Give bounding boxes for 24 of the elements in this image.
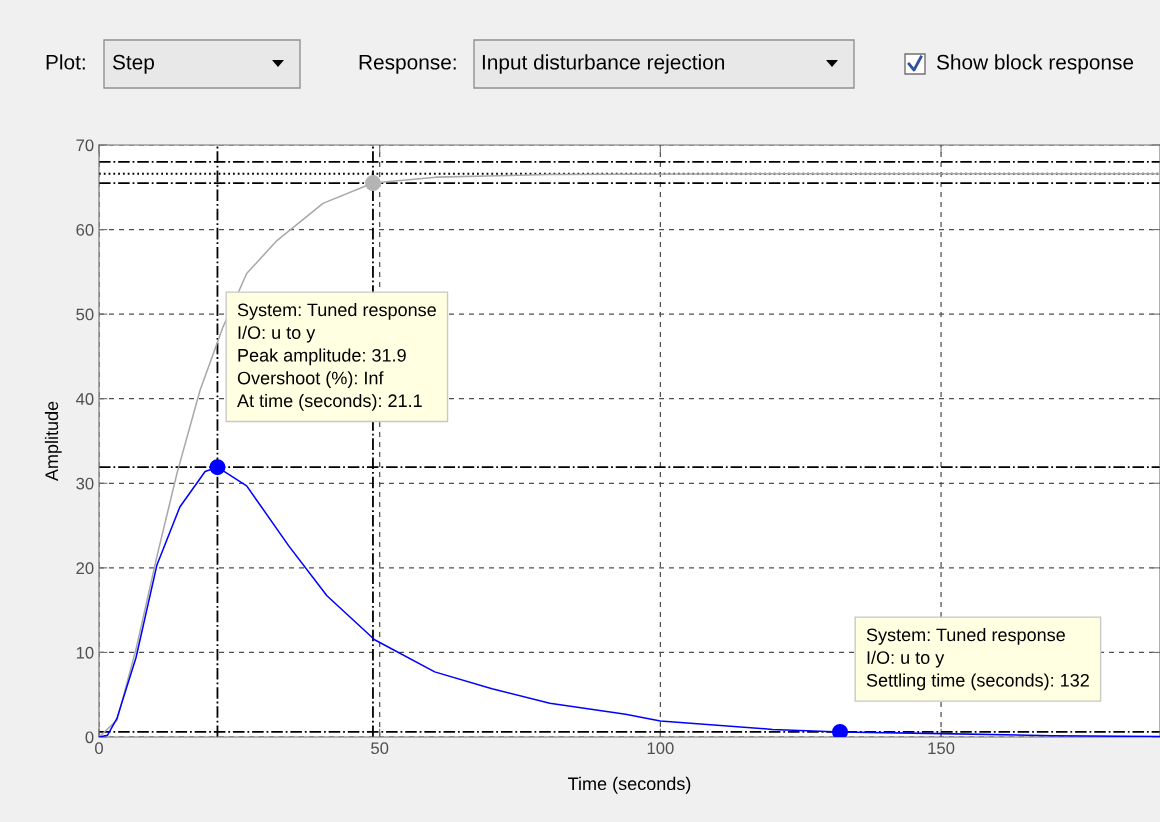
point: [364, 175, 381, 192]
annotation: System: Tuned response I/O: u to y Peak amplitude: 31.9 Overshoot (%): Inf At time (seconds): 21.1: [237, 303, 436, 411]
y-tick-label: 30: [76, 477, 94, 490]
y-tick-label: 20: [76, 562, 94, 575]
point: [832, 723, 848, 737]
x-tick-label: 50: [371, 742, 389, 755]
x-tick-label: 150: [928, 742, 955, 755]
x-axis-title: Time (seconds): [568, 776, 691, 794]
y-tick-label: 40: [75, 393, 94, 405]
annotation: System: Tuned response I/O: u to y Settling time (seconds): 132: [866, 628, 1089, 691]
y-tick-label: 50: [76, 308, 94, 321]
text: Step: [112, 54, 154, 74]
text: Plot:: [46, 54, 85, 70]
text: Input disturbance rejection: [482, 54, 725, 74]
y-tick-label: 0: [85, 731, 94, 744]
text: Show block response: [936, 54, 1134, 74]
text: Response:: [359, 55, 456, 74]
x-tick-label: 0: [95, 742, 103, 755]
x-tick-label: 100: [647, 742, 674, 755]
y-tick-label: 70: [76, 139, 94, 152]
y-axis-title: Amplitude: [44, 401, 62, 482]
y-tick-label: 10: [76, 646, 94, 659]
y-tick-label: 60: [76, 223, 94, 236]
point: [209, 459, 226, 476]
